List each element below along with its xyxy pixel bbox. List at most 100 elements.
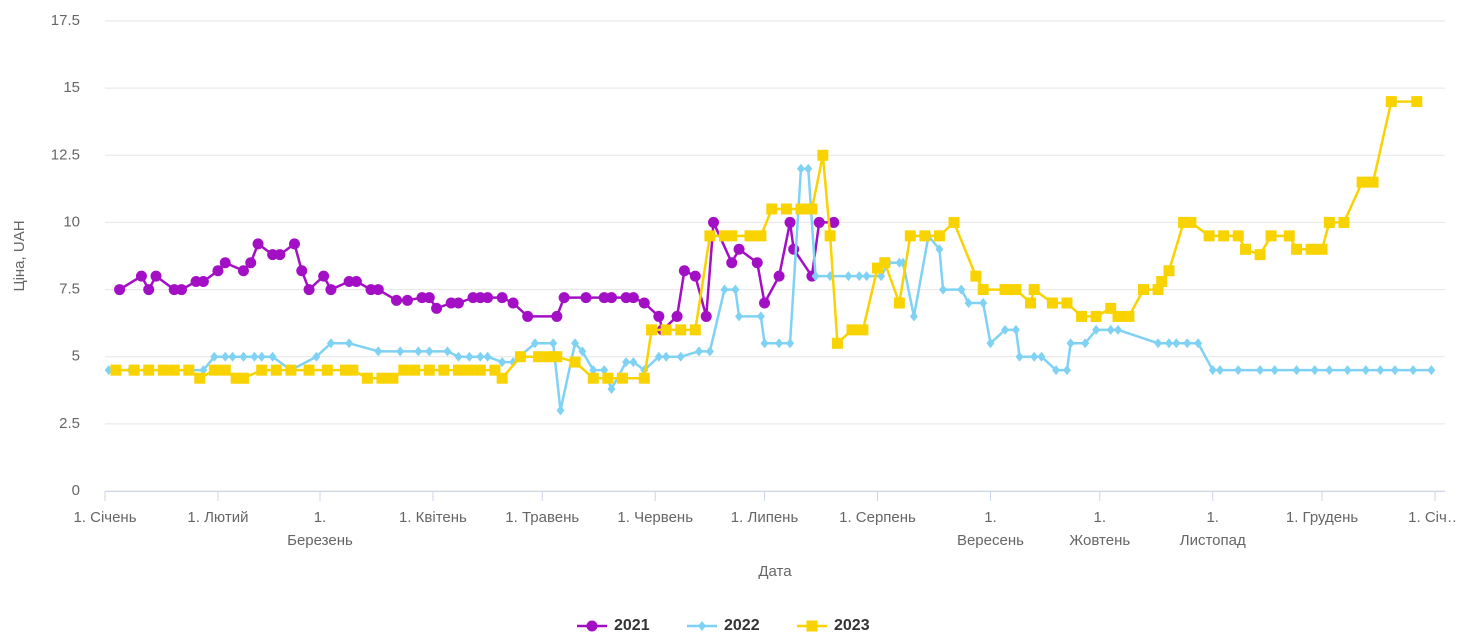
point xyxy=(733,243,745,255)
point xyxy=(811,271,820,282)
point xyxy=(452,364,464,376)
point xyxy=(1409,365,1418,376)
point xyxy=(689,324,701,336)
point xyxy=(979,298,988,308)
point xyxy=(237,265,249,277)
point xyxy=(1305,243,1317,255)
point xyxy=(228,351,237,362)
point xyxy=(465,351,474,362)
point xyxy=(1105,302,1117,314)
point xyxy=(784,216,796,228)
point xyxy=(1194,338,1203,349)
point xyxy=(804,163,813,174)
point xyxy=(1256,365,1265,376)
point xyxy=(704,230,716,242)
y-tick-label: 5 xyxy=(72,348,80,365)
point xyxy=(1185,216,1197,228)
point xyxy=(452,297,464,309)
point xyxy=(530,338,539,349)
point xyxy=(904,230,916,242)
point xyxy=(817,149,829,161)
point xyxy=(237,372,249,384)
x-tick-label: 1. Січ… xyxy=(1408,509,1458,526)
point xyxy=(522,310,534,322)
point xyxy=(580,292,592,304)
point xyxy=(616,372,628,384)
point xyxy=(423,292,435,304)
point xyxy=(431,302,443,314)
x-tick-label: 1. Травень xyxy=(505,509,579,526)
series xyxy=(104,163,1436,416)
point xyxy=(1427,365,1436,376)
point xyxy=(507,297,519,309)
point xyxy=(1154,338,1163,349)
point xyxy=(977,284,989,296)
point xyxy=(759,297,771,309)
point xyxy=(303,364,315,376)
point xyxy=(877,271,886,282)
point xyxy=(756,311,765,322)
point xyxy=(605,292,617,304)
x-tick-label: 1. Липень xyxy=(731,509,799,526)
point xyxy=(1291,243,1303,255)
point xyxy=(1062,365,1071,376)
point xyxy=(135,270,147,282)
point xyxy=(587,372,599,384)
point xyxy=(533,351,545,363)
point xyxy=(1254,249,1266,261)
point xyxy=(1240,243,1252,255)
y-tick-label: 12.5 xyxy=(51,146,80,163)
point xyxy=(813,216,825,228)
point xyxy=(212,265,224,277)
point xyxy=(268,351,277,362)
point xyxy=(544,351,556,363)
point xyxy=(964,298,973,308)
point xyxy=(755,230,767,242)
point xyxy=(1292,365,1301,376)
point xyxy=(1076,310,1088,322)
point xyxy=(676,351,685,362)
point xyxy=(1152,284,1164,296)
point xyxy=(219,257,231,269)
point xyxy=(735,311,744,322)
point xyxy=(828,216,840,228)
point xyxy=(374,346,383,357)
point xyxy=(607,383,616,394)
point xyxy=(1218,230,1230,242)
point xyxy=(909,311,918,322)
point xyxy=(239,351,248,362)
point xyxy=(463,364,475,376)
point xyxy=(425,346,434,357)
point xyxy=(600,365,609,376)
point xyxy=(629,357,638,368)
point xyxy=(551,310,563,322)
point xyxy=(622,357,631,368)
point xyxy=(844,271,853,282)
point xyxy=(1081,338,1090,349)
point xyxy=(454,351,463,362)
point xyxy=(157,364,169,376)
x-tick-label: 1. Жовтень xyxy=(1069,509,1130,549)
y-tick-label: 15 xyxy=(63,79,80,96)
point xyxy=(1001,324,1010,335)
x-tick-label: 1. Червень xyxy=(617,509,693,526)
point xyxy=(1356,176,1368,188)
point xyxy=(786,338,795,349)
point xyxy=(788,243,800,255)
legend-symbol xyxy=(586,620,598,632)
point xyxy=(862,271,871,282)
point xyxy=(718,230,730,242)
point xyxy=(780,203,792,215)
series xyxy=(110,96,1423,384)
point xyxy=(296,265,308,277)
point xyxy=(806,203,818,215)
y-tick-label: 17.5 xyxy=(51,12,80,29)
point xyxy=(796,163,805,174)
point xyxy=(678,265,690,277)
y-tick-label: 2.5 xyxy=(59,415,80,432)
point xyxy=(350,276,362,288)
point xyxy=(744,230,756,242)
point xyxy=(197,276,209,288)
point xyxy=(831,337,843,349)
